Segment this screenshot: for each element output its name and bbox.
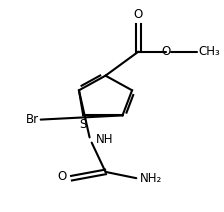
Text: S: S [80, 117, 87, 131]
Text: O: O [162, 45, 171, 58]
Text: NH₂: NH₂ [140, 172, 162, 185]
Text: O: O [134, 8, 143, 21]
Text: CH₃: CH₃ [198, 45, 220, 58]
Text: Br: Br [26, 113, 39, 126]
Text: O: O [58, 170, 67, 183]
Text: NH: NH [96, 133, 113, 146]
